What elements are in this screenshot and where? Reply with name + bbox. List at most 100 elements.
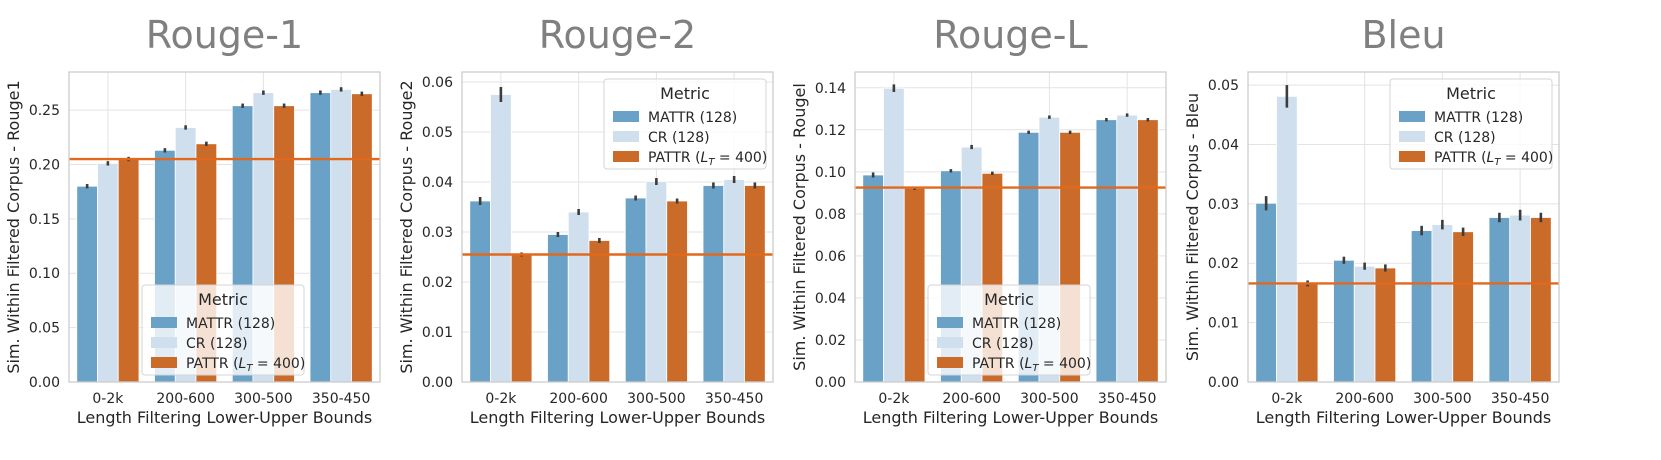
legend-title: Metric bbox=[198, 290, 248, 309]
bar-pattr bbox=[666, 200, 688, 383]
y-tick-label: 0.00 bbox=[29, 375, 60, 391]
y-tick-label: 0.02 bbox=[422, 275, 453, 291]
bar-pattr bbox=[1374, 267, 1397, 383]
x-axis-label: Length Filtering Lower-Upper Bounds bbox=[77, 408, 372, 427]
plot-frame bbox=[461, 71, 774, 383]
y-tick-label: 0.20 bbox=[29, 157, 60, 173]
y-tick-label: 0.03 bbox=[422, 225, 453, 241]
x-tick-label: 0-2k bbox=[485, 391, 517, 407]
bar-cr bbox=[97, 162, 119, 383]
legend-label-pattr: PATTR (LT = 400) bbox=[186, 356, 305, 374]
subplot-rouge-2: 0.00 0.01 0.02 0.03 0.04 0.05 0.06 0-2k 200-600 3… bbox=[397, 13, 774, 427]
y-tick-label: 0.01 bbox=[422, 325, 453, 341]
legend: Metric MATTR (128) CR (128) PATTR (LT = 400… bbox=[1389, 78, 1553, 170]
legend: Metric MATTR (128) CR (128) PATTR (LT = 400… bbox=[603, 78, 767, 170]
bar-mattr bbox=[1095, 119, 1118, 383]
subplot-title: Rouge-2 bbox=[539, 13, 696, 57]
subplot-rouge-l: 0.00 0.02 0.04 0.06 0.08 0.10 0.12 0.14 0-2k 200-… bbox=[790, 13, 1167, 427]
x-axis-label: Length Filtering Lower-Upper Bounds bbox=[470, 408, 765, 427]
y-tick-label: 0.04 bbox=[815, 291, 846, 307]
x-axis-label: Length Filtering Lower-Upper Bounds bbox=[863, 408, 1158, 427]
y-tick-label: 0.02 bbox=[1208, 256, 1239, 272]
x-tick-label: 200-600 bbox=[1335, 391, 1394, 407]
y-tick-label: 0.05 bbox=[422, 125, 453, 141]
bar-cr bbox=[883, 87, 905, 383]
legend-box bbox=[1389, 78, 1553, 170]
y-tick-label: 0.00 bbox=[815, 375, 846, 391]
y-tick-label: 0.10 bbox=[29, 266, 60, 282]
subplot-title: Bleu bbox=[1361, 13, 1445, 57]
x-tick-label: 300-500 bbox=[234, 391, 293, 407]
x-tick-label: 350-450 bbox=[1491, 391, 1550, 407]
legend: Metric MATTR (128) CR (128) PATTR (LT = 400… bbox=[927, 284, 1091, 376]
bar-mattr bbox=[624, 197, 647, 383]
x-tick-label: 0-2k bbox=[1271, 391, 1303, 407]
bar-pattr bbox=[1296, 283, 1319, 383]
x-tick-label: 200-600 bbox=[549, 391, 608, 407]
x-tick-label: 300-500 bbox=[627, 391, 686, 407]
legend-label-mattr: MATTR (128) bbox=[648, 110, 737, 126]
y-tick-label: 0.10 bbox=[815, 165, 846, 181]
legend-swatch-cr bbox=[613, 131, 639, 142]
legend-title: Metric bbox=[1446, 84, 1496, 103]
legend-box bbox=[141, 284, 305, 376]
subplot-bleu: 0.00 0.01 0.02 0.03 0.04 0.05 0-2k 200-600 300-5… bbox=[1183, 13, 1560, 427]
subplot-rouge-1: 0.00 0.05 0.10 0.15 0.20 0.25 0-2k 200-600 300-5… bbox=[4, 13, 381, 427]
legend-swatch-pattr bbox=[151, 357, 177, 368]
legend-swatch-cr bbox=[1399, 131, 1425, 142]
y-axis-label: Sim. Within Filtered Corpus - Bleu bbox=[1183, 93, 1202, 361]
bar-mattr bbox=[702, 185, 725, 383]
bar-pattr bbox=[744, 185, 766, 383]
legend-box bbox=[603, 78, 767, 170]
legend-title: Metric bbox=[984, 290, 1034, 309]
subplot-title: Rouge-L bbox=[933, 13, 1087, 57]
bar-pattr bbox=[117, 158, 140, 383]
legend-label-cr: CR (128) bbox=[186, 336, 248, 352]
bar-mattr bbox=[862, 174, 884, 383]
bar-cr bbox=[567, 211, 590, 383]
y-tick-label: 0.02 bbox=[815, 333, 846, 349]
legend-label-mattr: MATTR (128) bbox=[1434, 110, 1523, 126]
legend-label-mattr: MATTR (128) bbox=[186, 316, 275, 332]
y-axis-label: Sim. Within Filtered Corpus - Rouge2 bbox=[397, 80, 416, 373]
legend-label-pattr: PATTR (LT = 400) bbox=[648, 150, 767, 168]
bar-cr bbox=[490, 94, 512, 383]
bar-mattr bbox=[1488, 217, 1511, 383]
x-axis-label: Length Filtering Lower-Upper Bounds bbox=[1256, 408, 1551, 427]
x-tick-label: 300-500 bbox=[1020, 391, 1079, 407]
bar-pattr bbox=[510, 254, 533, 383]
y-tick-label: 0.05 bbox=[1208, 78, 1239, 94]
bar-mattr bbox=[1410, 230, 1433, 383]
y-tick-label: 0.00 bbox=[422, 375, 453, 391]
legend-swatch-cr bbox=[151, 337, 177, 348]
x-tick-label: 200-600 bbox=[942, 391, 1001, 407]
y-tick-label: 0.00 bbox=[1208, 375, 1239, 391]
bar-mattr bbox=[1255, 202, 1277, 383]
bar-cr bbox=[645, 181, 668, 383]
bar-cr bbox=[330, 89, 352, 383]
bar-mattr bbox=[76, 185, 98, 383]
bar-mattr bbox=[469, 200, 491, 383]
plot-frame bbox=[854, 71, 1167, 383]
bar-cr bbox=[1276, 95, 1298, 383]
plot-frame bbox=[68, 71, 381, 383]
bar-pattr bbox=[1452, 231, 1474, 383]
legend-swatch-pattr bbox=[613, 151, 639, 162]
legend-swatch-mattr bbox=[151, 317, 177, 328]
y-tick-label: 0.01 bbox=[1208, 316, 1239, 332]
legend-label-cr: CR (128) bbox=[972, 336, 1034, 352]
bar-pattr bbox=[1137, 119, 1159, 383]
x-tick-label: 350-450 bbox=[1098, 391, 1157, 407]
legend-swatch-mattr bbox=[613, 111, 639, 122]
legend-swatch-mattr bbox=[937, 317, 963, 328]
legend-title: Metric bbox=[660, 84, 710, 103]
y-tick-label: 0.14 bbox=[815, 81, 846, 97]
subplot-title: Rouge-1 bbox=[146, 13, 303, 57]
bar-mattr bbox=[547, 234, 569, 383]
bar-cr bbox=[1509, 214, 1531, 383]
legend-label-pattr: PATTR (LT = 400) bbox=[1434, 150, 1553, 168]
x-tick-label: 350-450 bbox=[705, 391, 764, 407]
y-tick-label: 0.04 bbox=[422, 175, 453, 191]
y-tick-label: 0.06 bbox=[422, 75, 453, 91]
